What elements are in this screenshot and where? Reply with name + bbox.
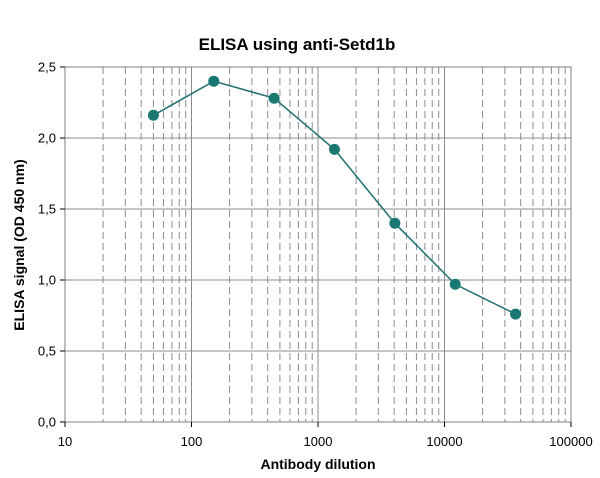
x-tick-label: 1000 <box>304 434 333 449</box>
x-axis-label: Antibody dilution <box>260 456 375 472</box>
data-point <box>328 143 340 155</box>
data-point <box>268 92 280 104</box>
data-point <box>208 75 220 87</box>
grid-lines <box>65 66 571 423</box>
x-tick-label: 10000 <box>426 434 462 449</box>
x-tick-label: 100 <box>181 434 203 449</box>
series-line <box>153 80 516 315</box>
chart-title: ELISA using anti-Setd1b <box>199 35 396 54</box>
x-tick-label: 10 <box>58 434 72 449</box>
y-tick-label: 2,5 <box>38 60 56 75</box>
x-axis-ticks: 10 100 1000 10000 100000 <box>58 422 593 449</box>
y-tick-label: 2,0 <box>38 131 56 146</box>
y-tick-label: 0,0 <box>38 415 56 430</box>
data-point <box>147 109 159 121</box>
x-tick-label: 100000 <box>549 434 592 449</box>
y-axis-ticks: 0,0 0,5 1,0 1,5 2,0 2,5 <box>38 60 65 430</box>
data-point <box>449 278 461 290</box>
y-tick-label: 1,5 <box>38 202 56 217</box>
data-point <box>510 308 522 320</box>
data-series <box>147 75 522 320</box>
y-axis-label: ELISA signal (OD 450 nm) <box>11 159 27 330</box>
y-tick-label: 0,5 <box>38 344 56 359</box>
data-point <box>389 217 401 229</box>
y-tick-label: 1,0 <box>38 273 56 288</box>
